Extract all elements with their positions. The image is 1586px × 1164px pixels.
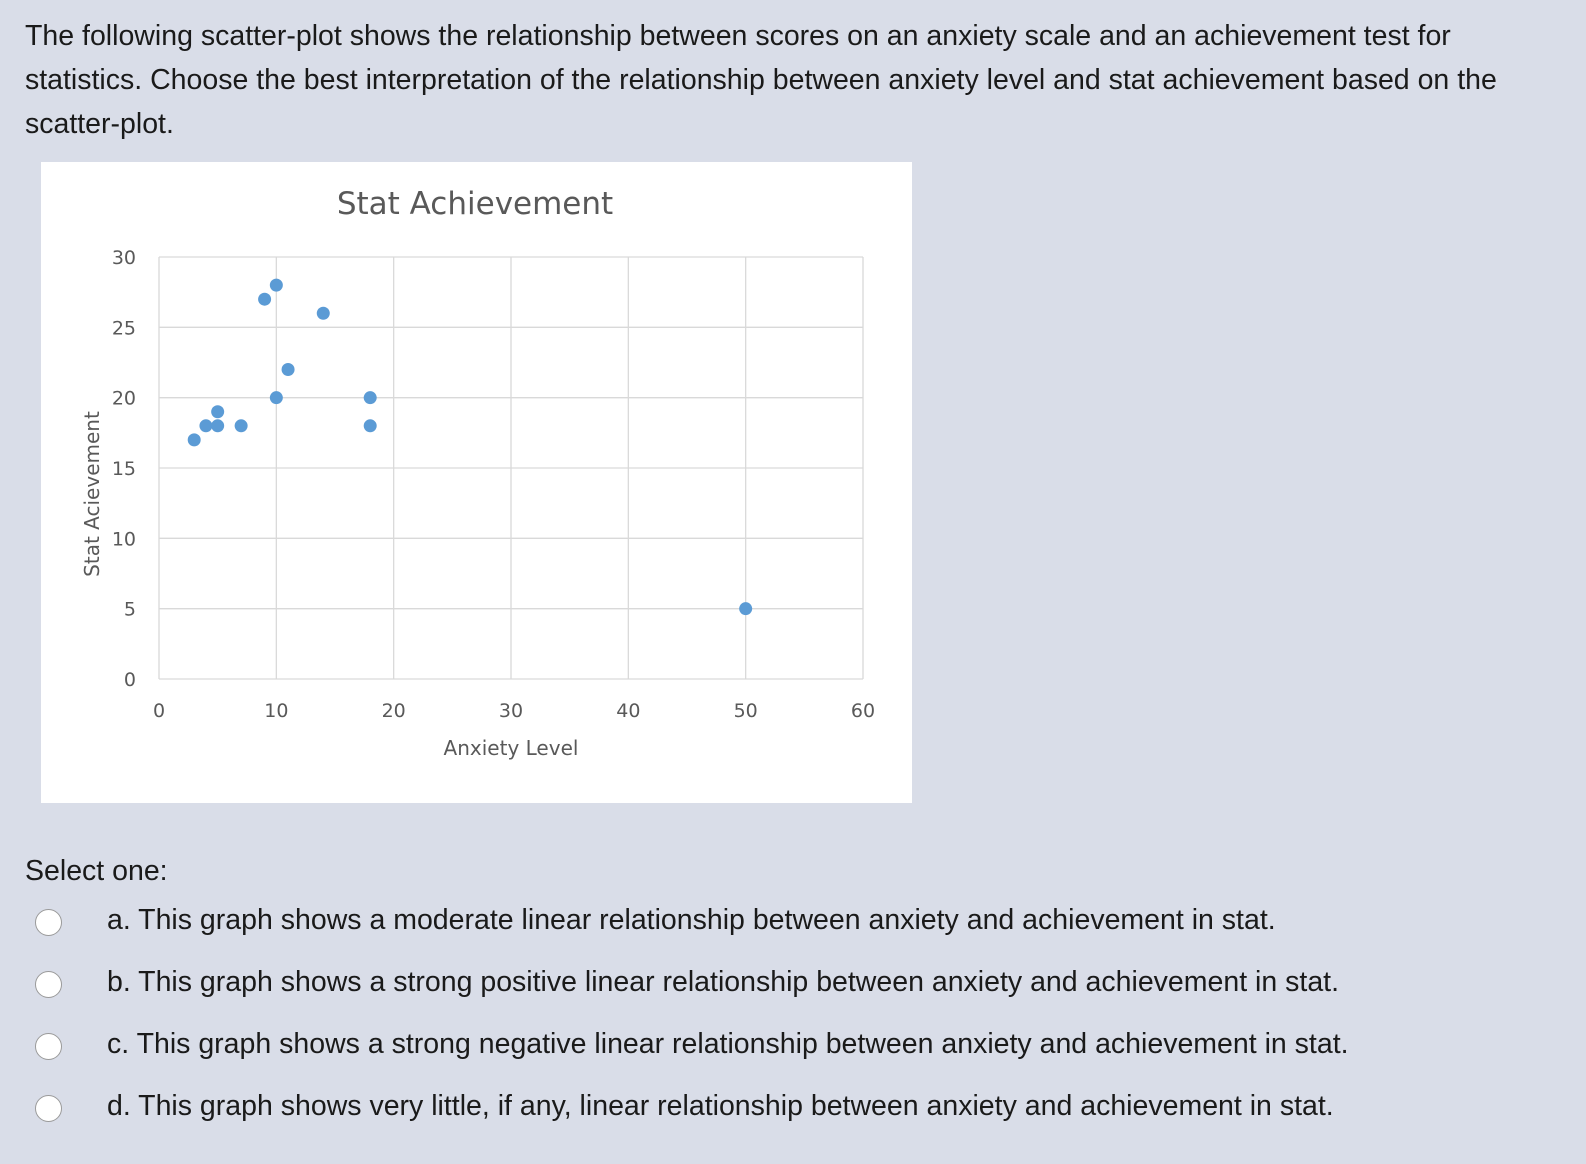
radio-button-d[interactable] [35, 1095, 62, 1122]
x-tick-label: 30 [499, 700, 523, 722]
scatter-point [281, 363, 295, 377]
answer-option-label[interactable]: b. This graph shows a strong positive li… [107, 966, 1340, 998]
y-axis-title: Stat Acievement [80, 411, 104, 577]
x-tick-label: 20 [382, 700, 406, 722]
y-tick-label: 20 [112, 388, 136, 410]
y-tick-label: 5 [124, 599, 136, 621]
x-tick-label: 10 [264, 700, 288, 722]
answer-option-label[interactable]: d. This graph shows very little, if any,… [107, 1090, 1334, 1122]
y-tick-label: 0 [124, 669, 136, 691]
answer-option-d[interactable]: d. This graph shows very little, if any,… [0, 1088, 1586, 1150]
x-axis-title: Anxiety Level [444, 736, 579, 760]
answer-option-label[interactable]: c. This graph shows a strong negative li… [107, 1028, 1349, 1060]
x-tick-label: 40 [616, 700, 640, 722]
scatter-point [211, 405, 225, 419]
x-tick-label: 60 [851, 700, 875, 722]
answer-option-b[interactable]: b. This graph shows a strong positive li… [0, 964, 1586, 1026]
radio-button-a[interactable] [35, 909, 62, 936]
scatter-point [187, 433, 201, 447]
chart-tick-labels: 0 10 20 30 40 50 60 0 5 10 15 20 25 30 [112, 247, 875, 722]
scatter-point [316, 306, 330, 320]
radio-button-b[interactable] [35, 971, 62, 998]
scatter-point [269, 391, 283, 405]
chart-title: Stat Achievement [337, 186, 613, 222]
y-tick-label: 25 [112, 317, 136, 339]
x-tick-label: 0 [153, 700, 165, 722]
scatter-point [199, 419, 213, 433]
chart-grid [158, 256, 864, 680]
answer-option-c[interactable]: c. This graph shows a strong negative li… [0, 1026, 1586, 1088]
y-tick-label: 15 [112, 458, 136, 480]
y-tick-label: 10 [112, 528, 136, 550]
scatter-point [363, 391, 377, 405]
scatter-point [234, 419, 248, 433]
scatter-point [739, 602, 753, 616]
scatter-point [269, 278, 283, 292]
scatter-point [211, 419, 225, 433]
select-one-prompt: Select one: [25, 855, 168, 887]
answer-option-a[interactable]: a. This graph shows a moderate linear re… [0, 902, 1586, 964]
answer-options: a. This graph shows a moderate linear re… [0, 902, 1586, 1150]
answer-option-label[interactable]: a. This graph shows a moderate linear re… [107, 904, 1276, 936]
radio-button-c[interactable] [35, 1033, 62, 1060]
scatter-chart: 0 10 20 30 40 50 60 0 5 10 15 20 25 30 Stat Achieveme… [41, 162, 912, 803]
question-text: The following scatter-plot shows the rel… [25, 20, 1497, 140]
chart-svg: 0 10 20 30 40 50 60 0 5 10 15 20 25 30 Stat Achieveme… [80, 186, 875, 760]
chart-points [187, 278, 753, 616]
y-tick-label: 30 [112, 247, 136, 269]
scatter-point [363, 419, 377, 433]
scatter-point [258, 292, 272, 306]
x-tick-label: 50 [734, 700, 758, 722]
